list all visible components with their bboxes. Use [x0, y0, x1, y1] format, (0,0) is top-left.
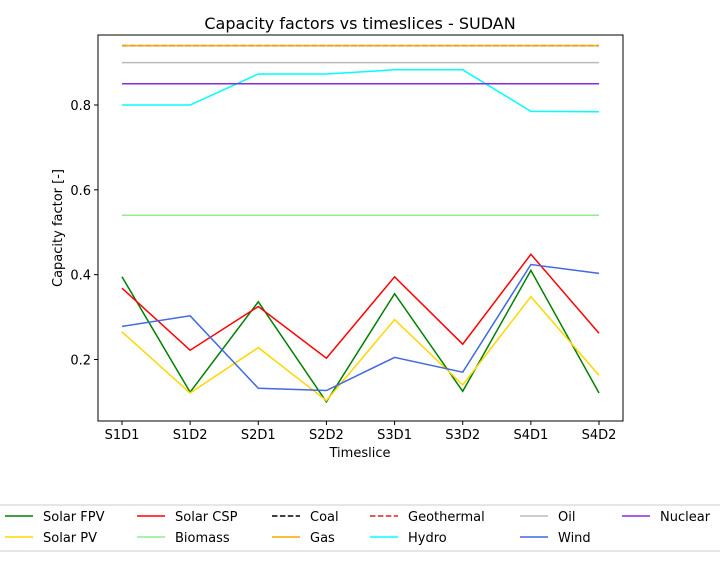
x-tick-label: S3D1 [377, 428, 412, 443]
x-tick-label: S4D1 [513, 428, 548, 443]
plot-lines [121, 44, 600, 404]
legend-label-hydro: Hydro [408, 531, 447, 546]
x-axis-ticks: S1D1 S1D2 S2D1 S2D2 S3D1 S3D2 S4D1 S4D2 [105, 421, 617, 443]
series-line-solar-fpv [121, 268, 600, 404]
chart-title: Capacity factors vs timeslices - SUDAN [204, 14, 515, 33]
x-axis-label: Timeslice [329, 446, 391, 461]
y-tick-label: 0.4 [70, 269, 91, 284]
legend-label-geothermal: Geothermal [408, 510, 485, 525]
x-tick-label: S1D2 [173, 428, 208, 443]
x-tick-label: S3D2 [445, 428, 480, 443]
legend-label-solar-csp: Solar CSP [175, 510, 238, 525]
x-tick-label: S1D1 [105, 428, 140, 443]
y-axis-label: Capacity factor [-] [51, 169, 66, 287]
y-axis-ticks: 0.2 0.4 0.6 0.8 [70, 99, 98, 368]
y-tick-label: 0.2 [70, 353, 91, 368]
legend-label-solar-fpv: Solar FPV [43, 510, 105, 525]
y-tick-label: 0.6 [70, 184, 91, 199]
series-line-wind [121, 263, 600, 392]
plot-area-frame [97, 34, 624, 422]
series-line-hydro [122, 69, 600, 113]
legend-frame [0, 504, 720, 552]
legend-label-gas: Gas [310, 531, 335, 546]
legend: Solar FPV Solar PV Solar CSP Biomass Coal Gas… [0, 504, 720, 552]
legend-label-nuclear: Nuclear [660, 510, 711, 525]
legend-label-biomass: Biomass [175, 531, 230, 546]
series-line-solar-csp [121, 253, 600, 360]
x-tick-label: S2D1 [241, 428, 276, 443]
y-tick-label: 0.8 [70, 99, 91, 114]
x-tick-label: S2D2 [309, 428, 344, 443]
x-tick-label: S4D2 [582, 428, 617, 443]
legend-label-solar-pv: Solar PV [43, 531, 97, 546]
legend-label-wind: Wind [558, 531, 591, 546]
series-line-solar-pv [121, 295, 600, 402]
legend-label-oil: Oil [558, 510, 575, 525]
legend-label-coal: Coal [310, 510, 339, 525]
